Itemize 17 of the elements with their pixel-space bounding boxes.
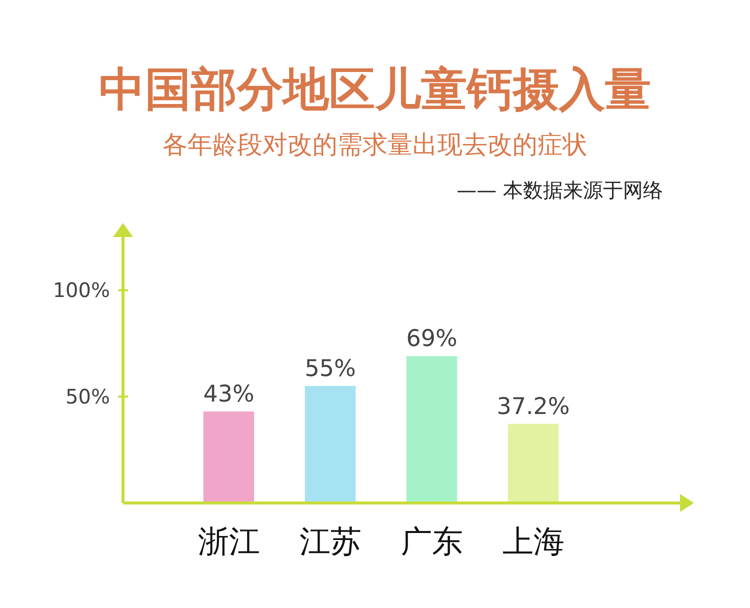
bar <box>508 424 559 503</box>
y-tick-label: 100% <box>52 278 110 302</box>
bar <box>304 386 356 503</box>
y-tick-label: 50% <box>66 384 110 409</box>
data-label: 43% <box>203 381 254 408</box>
data-label: 69% <box>406 326 458 352</box>
chart-title: 中国部分地区儿童钙摄入量 <box>99 62 651 116</box>
text: —— 本数据来源于网络 <box>456 178 663 202</box>
x-tick-label: 江苏 <box>299 524 362 560</box>
data-label: 55% <box>304 356 356 382</box>
x-tick-label: 浙江 <box>198 524 260 560</box>
bar <box>406 356 458 503</box>
x-tick-label: 广东 <box>400 524 463 560</box>
bar <box>203 411 254 503</box>
data-label: 37.2% <box>496 394 570 420</box>
x-tick-label: 上海 <box>502 524 564 560</box>
chart-subtitle: 各年龄段对改的需求量出现去改的症状 <box>162 130 588 159</box>
